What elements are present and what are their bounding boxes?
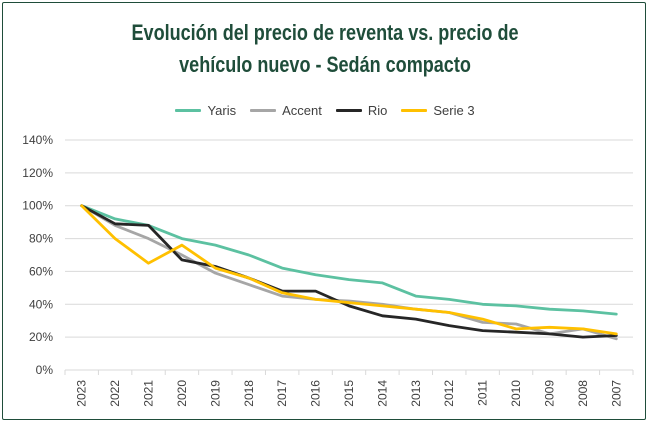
x-tick-label: 2015 — [342, 380, 356, 407]
x-tick-label: 2012 — [442, 380, 456, 407]
x-tick-label: 2011 — [476, 380, 490, 406]
legend-swatch-yaris — [175, 109, 202, 112]
x-tick-label: 2018 — [242, 380, 256, 407]
y-tick-label: 60% — [29, 264, 53, 278]
legend: Yaris Accent Rio Serie 3 — [3, 103, 647, 118]
legend-label-yaris: Yaris — [207, 103, 237, 118]
legend-item-rio: Rio — [335, 103, 388, 118]
chart-title-line-1: Evolución del precio de reventa vs. prec… — [131, 20, 519, 45]
x-tick-label: 2022 — [108, 380, 122, 407]
x-tick-label: 2009 — [542, 380, 556, 407]
series-line-rio — [80, 204, 618, 339]
x-tick-label: 2008 — [576, 380, 590, 407]
y-tick-label: 0% — [36, 363, 54, 377]
series-line-yaris — [80, 204, 618, 316]
legend-swatch-accent — [250, 109, 277, 112]
x-tick-label: 2010 — [509, 380, 523, 407]
legend-label-accent: Accent — [282, 103, 322, 118]
x-tick-label: 2021 — [142, 380, 156, 407]
x-tick-label: 2023 — [75, 380, 89, 407]
plot-area: 0% 20% 40% 60% 80% 100% 120% 140% 2023 2022 2021 20… — [22, 133, 634, 407]
x-tick-label: 2020 — [175, 380, 189, 407]
y-tick-label: 40% — [29, 297, 53, 311]
y-tick-label: 140% — [22, 133, 53, 147]
y-tick-label: 80% — [29, 232, 53, 246]
legend-item-serie-3: Serie 3 — [401, 103, 475, 118]
legend-item-accent: Accent — [250, 103, 322, 118]
x-tick-label: 2019 — [208, 380, 222, 407]
chart-title: Evolución del precio de reventa vs. prec… — [61, 17, 589, 81]
chart-title-line-2: vehículo nuevo - Sedán compacto — [179, 52, 471, 77]
x-tick-label: 2013 — [409, 380, 423, 407]
legend-item-yaris: Yaris — [175, 103, 236, 118]
x-tick-label: 2017 — [275, 380, 289, 407]
x-tick-label: 2014 — [375, 380, 389, 407]
y-tick-label: 120% — [22, 166, 53, 180]
legend-swatch-serie-3 — [401, 109, 428, 112]
series-line-accent — [80, 204, 618, 341]
legend-swatch-rio — [335, 109, 362, 112]
y-tick-label: 20% — [29, 330, 53, 344]
y-tick-label: 100% — [22, 199, 53, 213]
chart-frame: Evolución del precio de reventa vs. prec… — [2, 2, 646, 420]
series-line-serie-3 — [80, 204, 618, 336]
x-tick-label: 2007 — [609, 380, 623, 407]
legend-label-serie-3: Serie 3 — [433, 103, 475, 118]
x-tick-label: 2016 — [309, 380, 323, 407]
legend-label-rio: Rio — [367, 103, 388, 118]
